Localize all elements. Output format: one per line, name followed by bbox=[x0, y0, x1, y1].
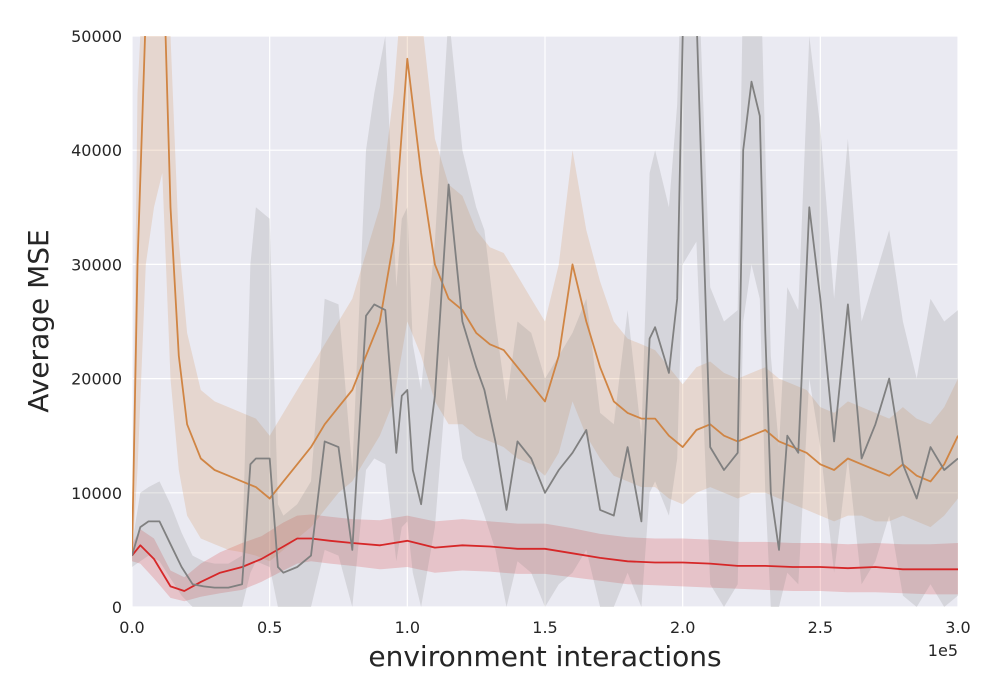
series-1-band bbox=[132, 36, 958, 562]
series-2-line bbox=[132, 36, 958, 589]
x-tick-labels: 0.0 0.5 1.0 1.5 2.0 2.5 3.0 bbox=[119, 618, 970, 637]
y-tick-label: 10000 bbox=[71, 484, 122, 503]
x-offset-label: 1e5 bbox=[928, 641, 958, 660]
series-lines bbox=[132, 36, 958, 592]
x-axis-label: environment interactions bbox=[368, 640, 721, 673]
y-tick-label: 30000 bbox=[71, 255, 122, 274]
y-axis-label: Average MSE bbox=[22, 229, 55, 413]
y-tick-label: 0 bbox=[112, 598, 122, 617]
x-tick-label: 1.5 bbox=[532, 618, 557, 637]
grid bbox=[131, 35, 959, 608]
series-2-band bbox=[132, 36, 958, 607]
y-tick-label: 50000 bbox=[71, 27, 122, 46]
y-tick-label: 20000 bbox=[71, 370, 122, 389]
series-0-line bbox=[132, 537, 958, 592]
confidence-bands bbox=[132, 36, 958, 607]
x-tick-label: 0.0 bbox=[119, 618, 144, 637]
x-tick-label: 2.5 bbox=[808, 618, 833, 637]
x-tick-label: 0.5 bbox=[257, 618, 282, 637]
x-tick-label: 1.0 bbox=[395, 618, 420, 637]
x-tick-label: 3.0 bbox=[945, 618, 970, 637]
y-tick-labels: 0 10000 20000 30000 40000 50000 bbox=[71, 27, 122, 617]
y-tick-label: 40000 bbox=[71, 141, 122, 160]
series-1-line bbox=[132, 36, 958, 556]
x-tick-label: 2.0 bbox=[670, 618, 695, 637]
series-0-band bbox=[132, 514, 958, 602]
